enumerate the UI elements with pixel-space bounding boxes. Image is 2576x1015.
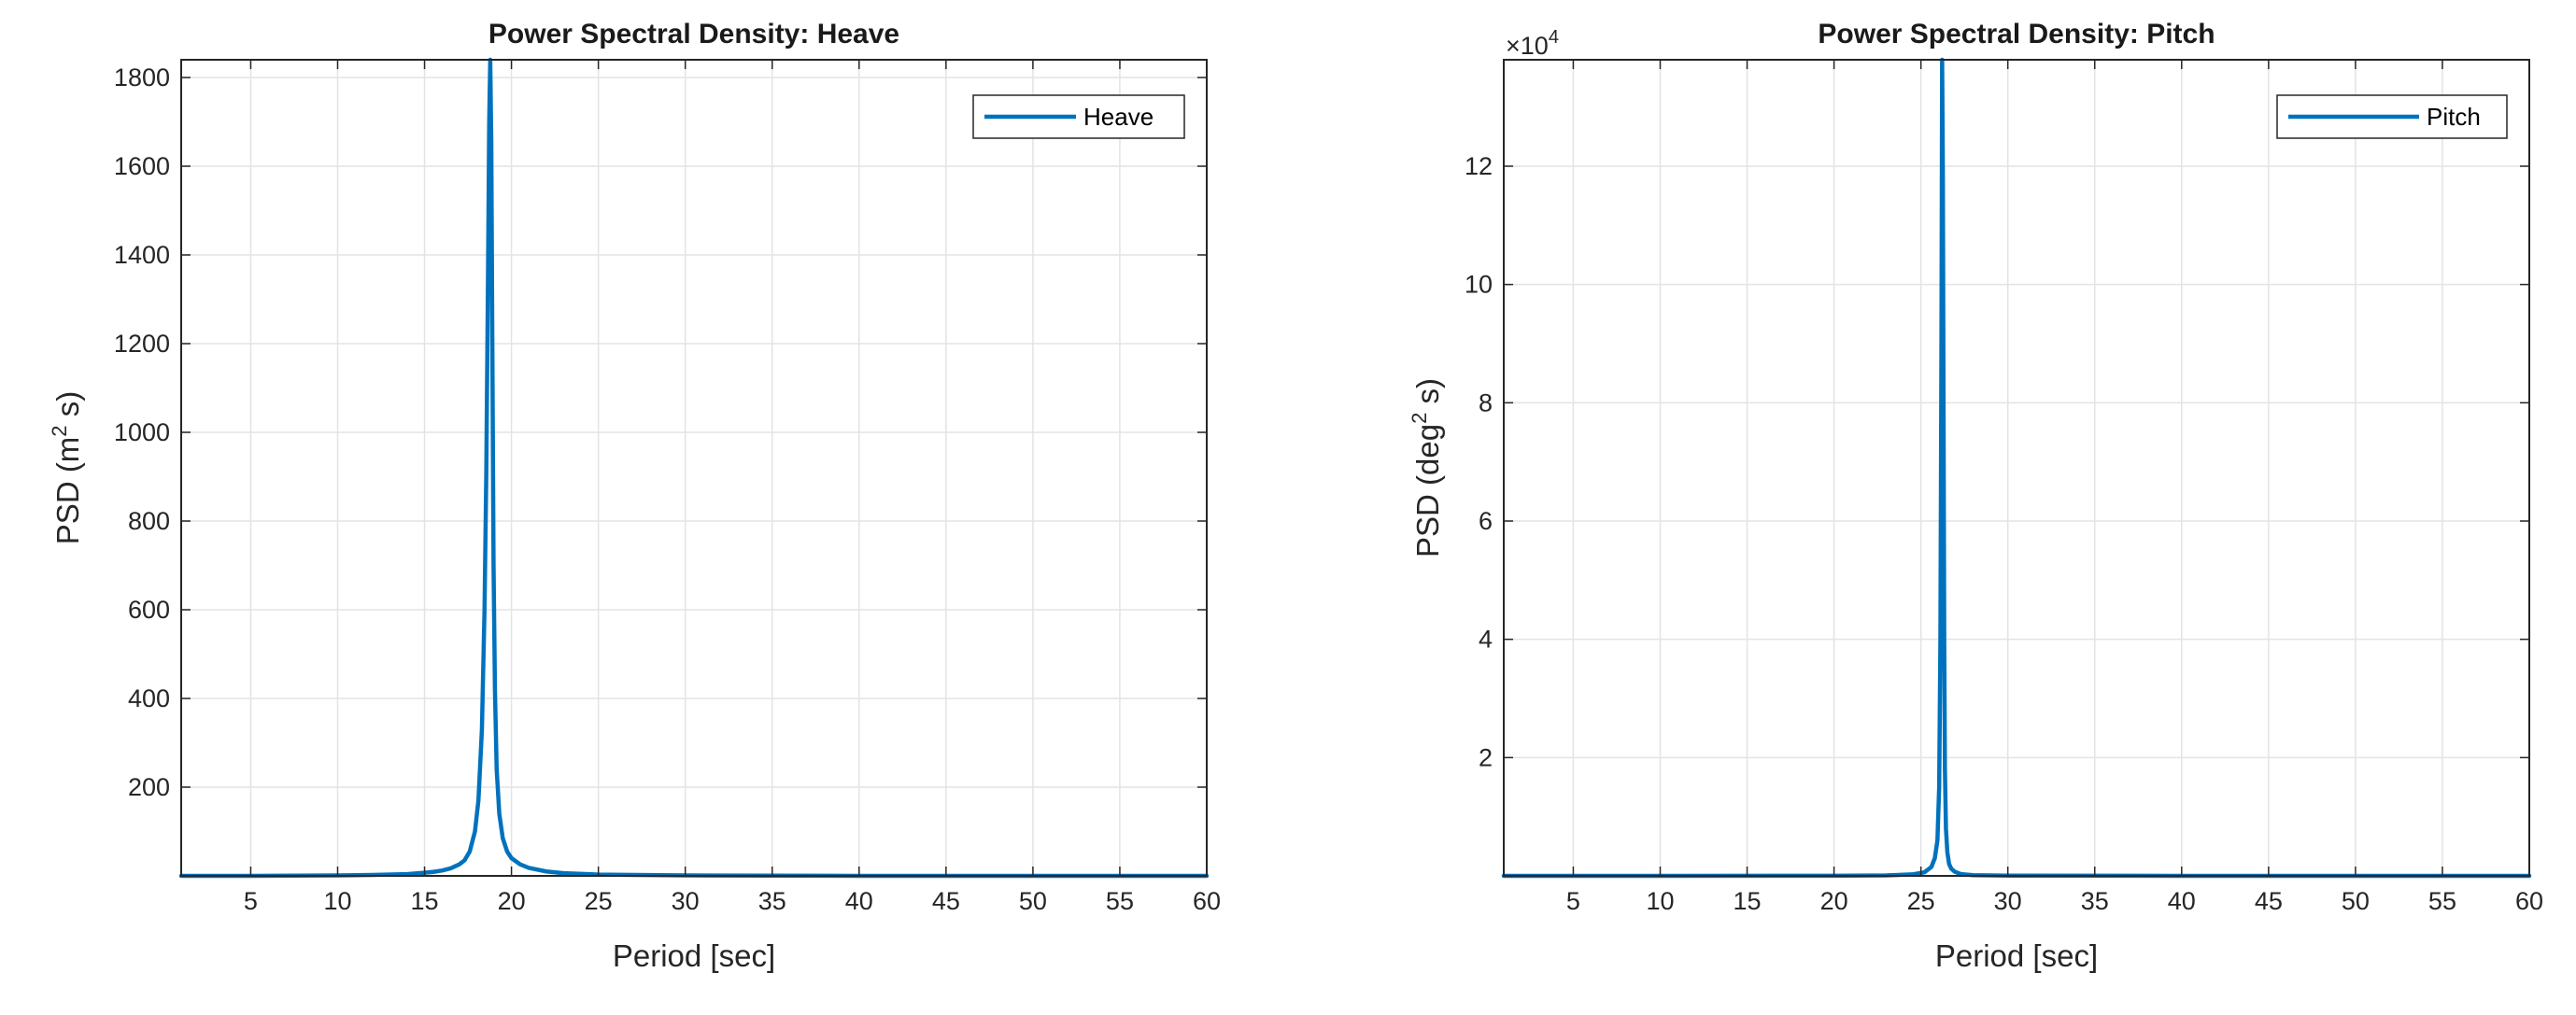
heave-x-tick-label: 50 xyxy=(1019,887,1047,915)
heave-x-tick-label: 15 xyxy=(411,887,439,915)
heave-x-tick-label: 55 xyxy=(1106,887,1134,915)
pitch-y-exponent-label: ×104 xyxy=(1506,27,1559,60)
pitch-y-axis-label: PSD (deg2 s) xyxy=(1408,378,1445,557)
heave-y-axis-label-sup: 2 xyxy=(48,425,71,436)
heave-y-tick-label: 600 xyxy=(128,596,170,624)
heave-y-tick-label: 200 xyxy=(128,773,170,801)
pitch-x-axis-label: Period [sec] xyxy=(1935,938,2098,973)
heave-x-tick-label: 5 xyxy=(244,887,258,915)
heave-x-axis-label: Period [sec] xyxy=(613,938,775,973)
heave-axes-box xyxy=(180,59,1208,877)
heave-y-tick-label: 1200 xyxy=(114,330,170,358)
pitch-x-tick-label: 35 xyxy=(2081,887,2109,915)
pitch-series-layer xyxy=(1501,57,2532,879)
heave-chart-title: Power Spectral Density: Heave xyxy=(488,19,899,49)
pitch-x-tick-label: 60 xyxy=(2515,887,2543,915)
pitch-y-tick-label: 2 xyxy=(1479,743,1493,771)
heave-chart: 5 10 15 20 25 30 35 40 45 50 55 60 200 400 600 800 1000 1… xyxy=(48,19,1221,973)
heave-y-tick-label: 1000 xyxy=(114,418,170,446)
pitch-x-tick-label: 45 xyxy=(2255,887,2283,915)
heave-x-tick-label: 60 xyxy=(1193,887,1221,915)
pitch-y-tick-label: 6 xyxy=(1479,507,1493,535)
pitch-chart-title: Power Spectral Density: Pitch xyxy=(1818,19,2215,49)
pitch-ticks: 5 10 15 20 25 30 35 40 45 50 55 60 2 4 6 8 10 12 xyxy=(1465,60,2543,915)
pitch-x-tick-label: 25 xyxy=(1907,887,1935,915)
pitch-axes-box xyxy=(1503,59,2530,877)
pitch-series-line xyxy=(1501,57,2532,879)
pitch-x-tick-label: 5 xyxy=(1566,887,1580,915)
heave-legend: Heave xyxy=(972,94,1185,139)
heave-x-tick-label: 10 xyxy=(323,887,351,915)
pitch-legend-label: Pitch xyxy=(2427,103,2481,131)
pitch-plot-area xyxy=(1504,60,2529,876)
heave-plot-area xyxy=(181,60,1207,876)
pitch-y-axis-label-sup: 2 xyxy=(1408,413,1431,424)
heave-y-tick-label: 1800 xyxy=(114,63,170,92)
heave-x-tick-label: 40 xyxy=(845,887,873,915)
pitch-x-tick-label: 10 xyxy=(1646,887,1674,915)
pitch-x-tick-label: 55 xyxy=(2428,887,2456,915)
pitch-y-axis-label-prefix: PSD (deg xyxy=(1410,424,1445,557)
heave-x-tick-label: 25 xyxy=(585,887,613,915)
heave-y-tick-label: 400 xyxy=(128,684,170,712)
heave-series-line xyxy=(178,57,1210,879)
pitch-y-tick-label: 4 xyxy=(1479,626,1493,654)
pitch-chart: 5 10 15 20 25 30 35 40 45 50 55 60 2 4 6 8 10 12 Power Sp… xyxy=(1408,19,2543,973)
pitch-legend: Pitch xyxy=(2276,94,2508,139)
pitch-x-tick-label: 20 xyxy=(1820,887,1848,915)
pitch-x-tick-label: 50 xyxy=(2342,887,2370,915)
pitch-x-tick-label: 30 xyxy=(1994,887,2022,915)
heave-y-tick-label: 1400 xyxy=(114,241,170,269)
heave-y-tick-label: 800 xyxy=(128,507,170,535)
pitch-y-tick-label: 12 xyxy=(1465,152,1493,180)
heave-x-tick-label: 35 xyxy=(758,887,786,915)
heave-series-layer xyxy=(178,57,1210,879)
heave-ticks: 5 10 15 20 25 30 35 40 45 50 55 60 200 400 600 800 1000 1… xyxy=(114,60,1221,915)
pitch-y-tick-label: 10 xyxy=(1465,271,1493,299)
pitch-x-tick-label: 15 xyxy=(1734,887,1762,915)
heave-x-tick-label: 45 xyxy=(932,887,960,915)
pitch-x-tick-label: 40 xyxy=(2168,887,2196,915)
pitch-y-tick-label: 8 xyxy=(1479,388,1493,416)
heave-y-axis-label-prefix: PSD (m xyxy=(50,437,85,545)
pitch-y-axis-label-suffix: s) xyxy=(1410,378,1445,413)
pitch-y-exponent-base: ×10 xyxy=(1506,32,1549,60)
heave-y-axis-label-suffix: s) xyxy=(50,391,85,426)
heave-x-tick-label: 20 xyxy=(498,887,526,915)
heave-x-tick-label: 30 xyxy=(672,887,700,915)
pitch-y-exponent-sup: 4 xyxy=(1549,27,1559,48)
heave-y-axis-label: PSD (m2 s) xyxy=(48,391,85,544)
heave-legend-label: Heave xyxy=(1083,103,1154,131)
heave-y-tick-label: 1600 xyxy=(114,152,170,180)
